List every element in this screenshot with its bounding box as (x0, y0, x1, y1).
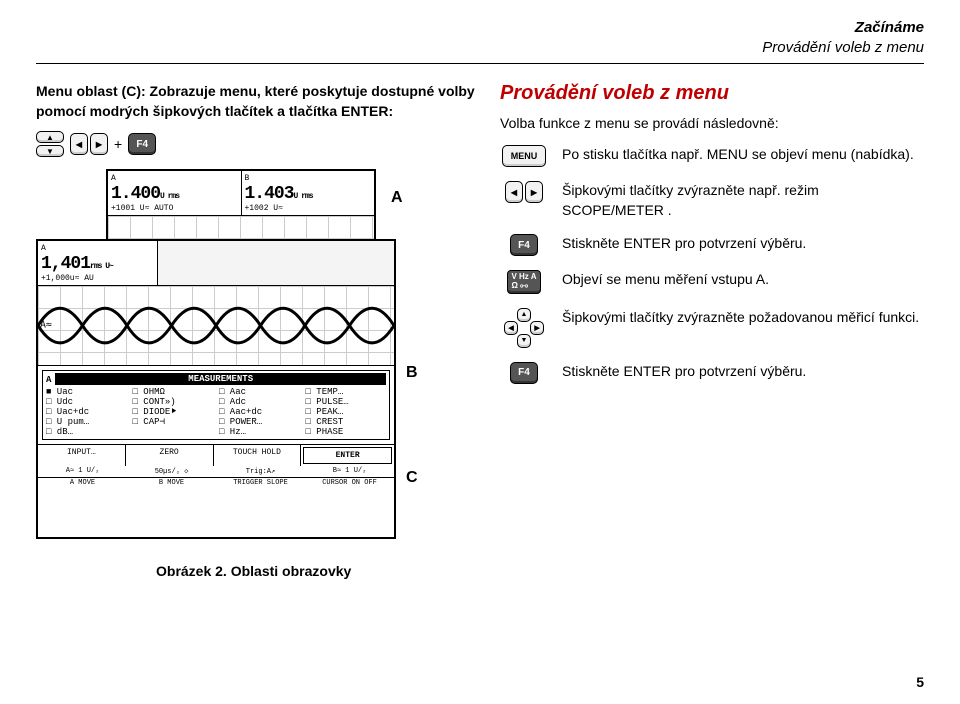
scope-front: A 1,401rms U~ +1,000u≈ AU A≈ A (36, 239, 396, 539)
front-subA: +1,000u≈ AU (41, 274, 154, 283)
step: MENU Po stisku tlačítka např. MENU se obj… (500, 145, 924, 167)
meas-item: □ PEAK… (306, 407, 387, 417)
back-subA: +1001 U≈ AUTO (111, 204, 238, 213)
step-text: Šipkovými tlačítky zvýrazněte požadovano… (562, 308, 924, 328)
meas-item: ■ Uac (46, 387, 127, 397)
vhza-button-icon: V Hz AΩ ⧟ (500, 270, 548, 294)
f4-button-icon: F4 (500, 234, 548, 256)
meas-item: □ Aac+dc (219, 407, 300, 417)
plus-sign: + (114, 136, 122, 152)
step-text: Stiskněte ENTER pro potvrzení výběru. (562, 362, 924, 382)
bottombar-cell: Trig:A↗ (216, 466, 305, 477)
bottombar-cell: B MOVE (127, 478, 216, 488)
meas-item: □ Uac+dc (46, 407, 127, 417)
step-text: Objeví se menu měření vstupu A. (562, 270, 924, 290)
left-right-arrows: ◀ ▶ (70, 133, 108, 155)
up-arrow-icon: ▲ (36, 131, 64, 143)
back-readB: 1.403 (245, 184, 294, 204)
back-unitA: U rms (160, 192, 179, 201)
up-down-arrows: ▲ ▼ (36, 131, 64, 157)
label-a: A (391, 189, 403, 207)
meas-item: □ Udc (46, 397, 127, 407)
page-header: Začínáme Provádění voleb z menu (36, 18, 924, 57)
meas-col: □ OHMΩ□ CONT»)□ DIODE⯈□ CAP⊣ (133, 387, 214, 437)
front-waveform: A≈ (38, 286, 394, 366)
meas-item: □ OHMΩ (133, 387, 214, 397)
bottombar-cell: 50µs/₂ ◇ (127, 466, 216, 477)
down-arrow-icon: ▼ (36, 145, 64, 157)
meas-item: □ DIODE⯈ (133, 407, 214, 417)
menu-button-icon: MENU (500, 145, 548, 167)
label-b: B (406, 364, 418, 382)
back-unitB: U rms (294, 192, 313, 201)
step-text: Šipkovými tlačítky zvýrazněte např. reži… (562, 181, 924, 220)
figure-caption: Obrázek 2. Oblasti obrazovky (156, 563, 924, 579)
bottom-bar-1: A≈ 1 U/₂50µs/₂ ◇Trig:A↗B≈ 1 U/₂ (38, 466, 394, 477)
softkey: ENTER (303, 447, 392, 464)
left-right-arrows-icon: ◀▶ (500, 181, 548, 203)
section-title: Provádění voleb z menu (500, 82, 924, 105)
meas-item: □ POWER… (219, 417, 300, 427)
softkey: ZERO (126, 445, 214, 466)
step: ◀▶ Šipkovými tlačítky zvýrazněte např. re… (500, 181, 924, 220)
button-combo: ▲ ▼ ◀ ▶ + F4 (36, 131, 476, 157)
step: F4 Stiskněte ENTER pro potvrzení výběru. (500, 234, 924, 256)
label-c: C (406, 469, 418, 487)
meas-item: □ Aac (219, 387, 300, 397)
softkey: INPUT… (38, 445, 126, 466)
page-number: 5 (916, 674, 924, 690)
scope-screenshots: A 1.400U rms +1001 U≈ AUTO B 1.403U rms … (36, 169, 476, 539)
meas-item: □ Hz… (219, 427, 300, 437)
right-arrow-icon: ▶ (90, 133, 108, 155)
bottom-bar-2: A MOVEB MOVETRIGGER SLOPECURSOR ON OFF (38, 477, 394, 488)
softkey: TOUCH HOLD (214, 445, 302, 466)
left-column: Menu oblast (C): Zobrazuje menu, které p… (36, 82, 476, 539)
hdr-line2: Provádění voleb z menu (36, 38, 924, 58)
meas-item: □ CONT») (133, 397, 214, 407)
step: V Hz AΩ ⧟ Objeví se menu měření vstupu A. (500, 270, 924, 294)
meas-title: MEASUREMENTS (55, 373, 386, 385)
bottombar-cell: B≈ 1 U/₂ (305, 466, 394, 477)
back-subB: +1002 U≈ (245, 204, 372, 213)
step: ▲▼◀▶ Šipkovými tlačítky zvýrazněte požado… (500, 308, 924, 348)
meas-rows: ■ Uac□ Udc□ Uac+dc□ U pum…□ dB…□ OHMΩ□ C… (46, 387, 386, 437)
meas-item: □ TEMP… (306, 387, 387, 397)
f4-button-icon: F4 (500, 362, 548, 384)
softkeys-row: INPUT…ZEROTOUCH HOLDENTER (38, 444, 394, 466)
meas-item: □ PHASE (306, 427, 387, 437)
section-intro: Volba funkce z menu se provádí následovn… (500, 115, 924, 131)
step-text: Stiskněte ENTER pro potvrzení výběru. (562, 234, 924, 254)
measurements-panel: A MEASUREMENTS ■ Uac□ Udc□ Uac+dc□ U pum… (42, 370, 390, 440)
front-unitA: rms U~ (90, 262, 113, 271)
svg-text:A≈: A≈ (40, 320, 52, 331)
meas-item: □ CAP⊣ (133, 417, 214, 427)
bottombar-cell: CURSOR ON OFF (305, 478, 394, 488)
meas-hdr: A (46, 375, 51, 385)
hdr-line1: Začínáme (36, 18, 924, 38)
meas-item: □ PULSE… (306, 397, 387, 407)
meas-item: □ Adc (219, 397, 300, 407)
left-arrow-icon: ◀ (70, 133, 88, 155)
meas-item: □ CREST (306, 417, 387, 427)
bottombar-cell: A MOVE (38, 478, 127, 488)
header-rule (36, 63, 924, 64)
back-readA: 1.400 (111, 184, 160, 204)
steps-list: MENU Po stisku tlačítka např. MENU se obj… (500, 145, 924, 384)
dpad-icon: ▲▼◀▶ (500, 308, 548, 348)
front-readA: 1,401 (41, 254, 90, 274)
meas-item: □ dB… (46, 427, 127, 437)
f4-button-icon: F4 (128, 133, 156, 155)
step: F4 Stiskněte ENTER pro potvrzení výběru. (500, 362, 924, 384)
meas-col: □ Aac□ Adc□ Aac+dc□ POWER…□ Hz… (219, 387, 300, 437)
left-intro: Menu oblast (C): Zobrazuje menu, které p… (36, 82, 476, 121)
step-text: Po stisku tlačítka např. MENU se objeví … (562, 145, 924, 165)
meas-item: □ U pum… (46, 417, 127, 427)
meas-col: ■ Uac□ Udc□ Uac+dc□ U pum…□ dB… (46, 387, 127, 437)
right-column: Provádění voleb z menu Volba funkce z me… (500, 82, 924, 539)
bottombar-cell: TRIGGER SLOPE (216, 478, 305, 488)
bottombar-cell: A≈ 1 U/₂ (38, 466, 127, 477)
meas-col: □ TEMP…□ PULSE…□ PEAK…□ CREST□ PHASE (306, 387, 387, 437)
